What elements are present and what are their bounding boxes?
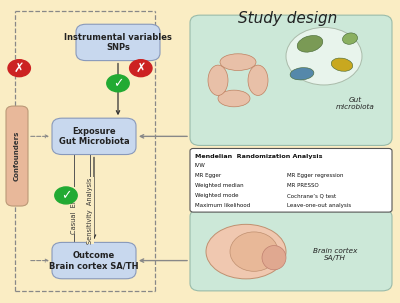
FancyBboxPatch shape bbox=[6, 106, 28, 206]
FancyBboxPatch shape bbox=[76, 24, 160, 61]
Circle shape bbox=[55, 187, 77, 204]
Ellipse shape bbox=[220, 54, 256, 71]
Text: Outcome
Brain cortex SA/TH: Outcome Brain cortex SA/TH bbox=[49, 251, 139, 270]
Ellipse shape bbox=[248, 65, 268, 95]
Text: Leave-one-out analysis: Leave-one-out analysis bbox=[287, 203, 351, 208]
Text: Weighted median: Weighted median bbox=[195, 183, 244, 188]
Text: Study design: Study design bbox=[238, 11, 338, 26]
Ellipse shape bbox=[297, 35, 323, 52]
Ellipse shape bbox=[206, 224, 286, 279]
Text: IVW: IVW bbox=[195, 163, 206, 168]
Text: Exposure
Gut Microbiota: Exposure Gut Microbiota bbox=[59, 127, 129, 146]
Circle shape bbox=[8, 60, 30, 77]
Text: ✓: ✓ bbox=[61, 189, 71, 202]
Circle shape bbox=[286, 27, 362, 85]
FancyBboxPatch shape bbox=[190, 209, 392, 291]
Text: ✗: ✗ bbox=[136, 62, 146, 75]
FancyBboxPatch shape bbox=[190, 15, 392, 145]
Text: Instrumental variables
SNPs: Instrumental variables SNPs bbox=[64, 33, 172, 52]
FancyBboxPatch shape bbox=[52, 118, 136, 155]
Text: MR PRESSO: MR PRESSO bbox=[287, 183, 318, 188]
Text: ✗: ✗ bbox=[14, 62, 24, 75]
Circle shape bbox=[130, 60, 152, 77]
Ellipse shape bbox=[218, 90, 250, 107]
Circle shape bbox=[107, 75, 129, 92]
Text: Sensitivity  Analysis: Sensitivity Analysis bbox=[87, 177, 93, 244]
Ellipse shape bbox=[331, 58, 353, 71]
Text: Maximum likelihood: Maximum likelihood bbox=[195, 203, 250, 208]
FancyBboxPatch shape bbox=[190, 148, 392, 212]
Ellipse shape bbox=[208, 65, 228, 95]
Text: MR Egger regression: MR Egger regression bbox=[287, 173, 343, 178]
Text: Confounders: Confounders bbox=[14, 131, 20, 181]
Text: MR Egger: MR Egger bbox=[195, 173, 221, 178]
Ellipse shape bbox=[290, 68, 314, 80]
Ellipse shape bbox=[230, 232, 278, 271]
Text: Weighted mode: Weighted mode bbox=[195, 193, 238, 198]
Text: Mendelian  Randomization Analysis: Mendelian Randomization Analysis bbox=[195, 154, 322, 159]
Ellipse shape bbox=[262, 245, 286, 270]
Text: Gut
microbiota: Gut microbiota bbox=[336, 97, 375, 110]
Text: Cochrane’s Q test: Cochrane’s Q test bbox=[287, 193, 336, 198]
Ellipse shape bbox=[342, 33, 358, 44]
Text: ✓: ✓ bbox=[113, 77, 123, 90]
Text: Brain cortex
SA/TH: Brain cortex SA/TH bbox=[313, 248, 358, 261]
Text: Casual  Effect: Casual Effect bbox=[71, 188, 77, 234]
FancyBboxPatch shape bbox=[52, 242, 136, 279]
